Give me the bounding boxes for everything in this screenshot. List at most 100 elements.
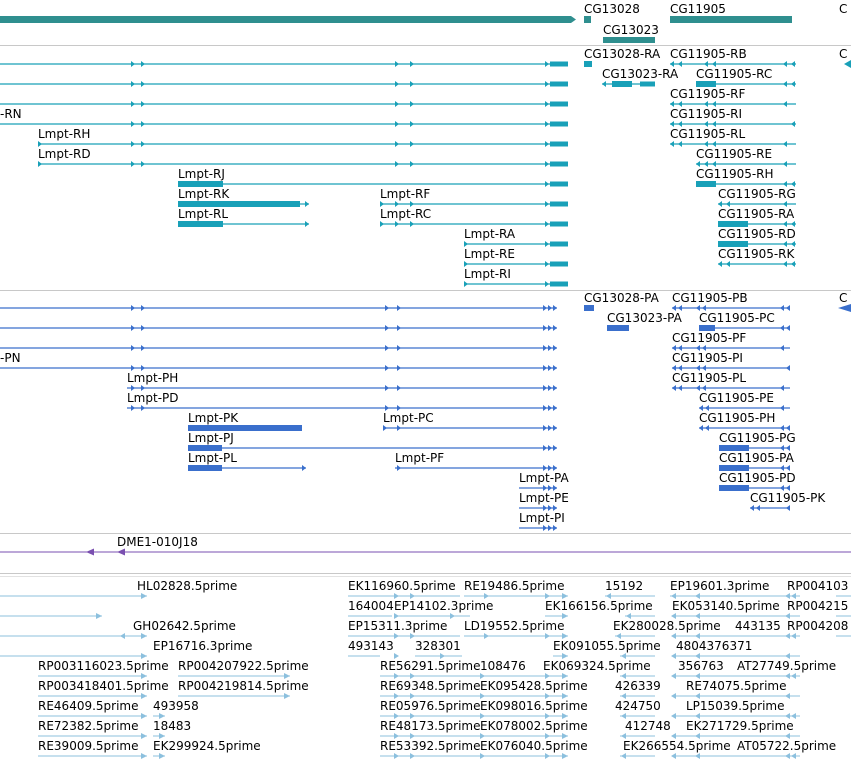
transcript-feature[interactable] [380,221,568,227]
transcript-feature[interactable] [844,60,851,68]
protein-label: CG11905-PK [750,491,826,505]
protein-label: Lmpt-PL [188,451,237,465]
est-label: EK098016.5prime [480,699,588,713]
protein-label: CG11905-PG [719,431,796,445]
transcript-feature[interactable] [0,61,568,67]
transcript-feature[interactable] [670,61,796,67]
transcript-feature[interactable] [718,261,796,267]
protein-label: CG11905-PH [699,411,775,425]
est-label: RP004208 [787,619,848,633]
protein-feature[interactable] [0,345,557,351]
protein-feature[interactable] [672,305,790,311]
transcript-label: CG11905-RK [718,247,796,261]
protein-label: Lmpt-PK [188,411,239,425]
protein-feature[interactable] [719,485,790,491]
transcript-feature[interactable] [696,81,796,87]
est-label: EK280028.5prime [613,619,721,633]
transcript-feature[interactable] [584,61,592,67]
transcript-feature[interactable] [38,161,568,167]
protein-feature[interactable] [672,385,790,391]
transcript-feature[interactable] [0,101,568,107]
transcript-label: CG11905-RL [670,127,746,141]
protein-feature[interactable] [395,465,557,471]
protein-feature[interactable] [672,365,790,371]
est-label: RE48173.5prime [380,719,481,733]
est-label: RP003418401.5prime [38,679,169,693]
transcript-feature[interactable] [464,261,568,267]
protein-feature[interactable] [699,405,790,411]
protein-feature[interactable] [607,325,629,331]
protein-label: CG11905-PA [719,451,795,465]
protein-label: CG11905-PE [699,391,774,405]
protein-feature[interactable] [699,325,790,331]
protein-feature[interactable] [519,505,557,511]
transcript-track: CG13028-RA CG11905-RB CG13023-RA CG11905… [0,47,851,287]
transcript-label: CG11905-RF [670,87,746,101]
protein-feature[interactable] [188,425,302,431]
gene-bar-cg13023[interactable] [603,37,655,43]
est-label: EK095428.5prime [480,679,588,693]
transcript-label: CG11905-RI [670,107,742,121]
transcript-feature[interactable] [718,241,796,247]
est-label: EK299924.5prime [153,739,261,753]
protein-feature[interactable] [719,445,790,451]
transcript-feature[interactable] [464,241,568,247]
transcript-feature[interactable] [602,81,655,87]
gene-bar-lmpt[interactable] [0,16,571,23]
est-label: 328301 [415,639,461,653]
est-track: HL02828.5prime EK116960.5prime RE19486.5… [0,579,851,759]
protein-feature[interactable] [584,305,594,311]
protein-feature[interactable] [188,445,557,451]
protein-label: Lmpt-PD [127,391,179,405]
transcript-feature[interactable] [178,221,309,227]
gene-label: C [839,2,847,16]
est-label: EK116960.5prime [348,579,456,593]
transcript-feature[interactable] [670,141,796,147]
transcript-feature[interactable] [464,281,568,287]
protein-label: C [839,291,847,305]
protein-feature[interactable] [127,385,557,391]
est-label: RP003116023.5prime [38,659,169,673]
est-label: EK271729.5prime [686,719,794,733]
transcript-feature[interactable] [0,81,568,87]
transcript-feature[interactable] [178,181,568,187]
gene-bar-cg13028[interactable] [584,16,591,23]
est-label: EK091055.5prime [553,639,661,653]
est-features[interactable] [0,593,851,759]
protein-feature[interactable] [519,485,557,491]
protein-feature[interactable] [672,345,790,351]
transcript-feature[interactable] [670,121,796,127]
clone-feature[interactable] [0,548,851,556]
protein-feature[interactable] [838,304,851,312]
transcript-feature[interactable] [178,201,309,207]
est-label: RP004215 [787,599,848,613]
protein-feature[interactable] [0,365,557,371]
est-label: 412748 [625,719,671,733]
est-label: EK076040.5prime [480,739,588,753]
transcript-feature[interactable] [696,181,796,187]
transcript-feature[interactable] [670,101,796,107]
protein-feature[interactable] [0,325,557,331]
protein-feature[interactable] [0,305,557,311]
est-label: HL02828.5prime [137,579,237,593]
est-label: RE53392.5prime [380,739,481,753]
transcript-feature[interactable] [718,201,796,207]
protein-feature[interactable] [699,425,790,431]
transcript-feature[interactable] [0,121,568,127]
protein-feature[interactable] [383,425,557,431]
protein-feature[interactable] [127,405,557,411]
protein-feature[interactable] [188,465,306,471]
est-label: EK078002.5prime [480,719,588,733]
est-label: LP15039.5prime [686,699,785,713]
gene-bar-cg11905[interactable] [670,16,792,23]
transcript-label: Lmpt-RE [464,247,515,261]
transcript-feature[interactable] [718,221,796,227]
est-label: EP19601.3prime [670,579,769,593]
protein-feature[interactable] [750,505,790,511]
transcript-feature[interactable] [696,161,796,167]
transcript-feature[interactable] [38,141,568,147]
protein-label: CG13023-PA [607,311,683,325]
protein-feature[interactable] [719,465,790,471]
transcript-feature[interactable] [380,201,568,207]
protein-feature[interactable] [519,525,557,531]
